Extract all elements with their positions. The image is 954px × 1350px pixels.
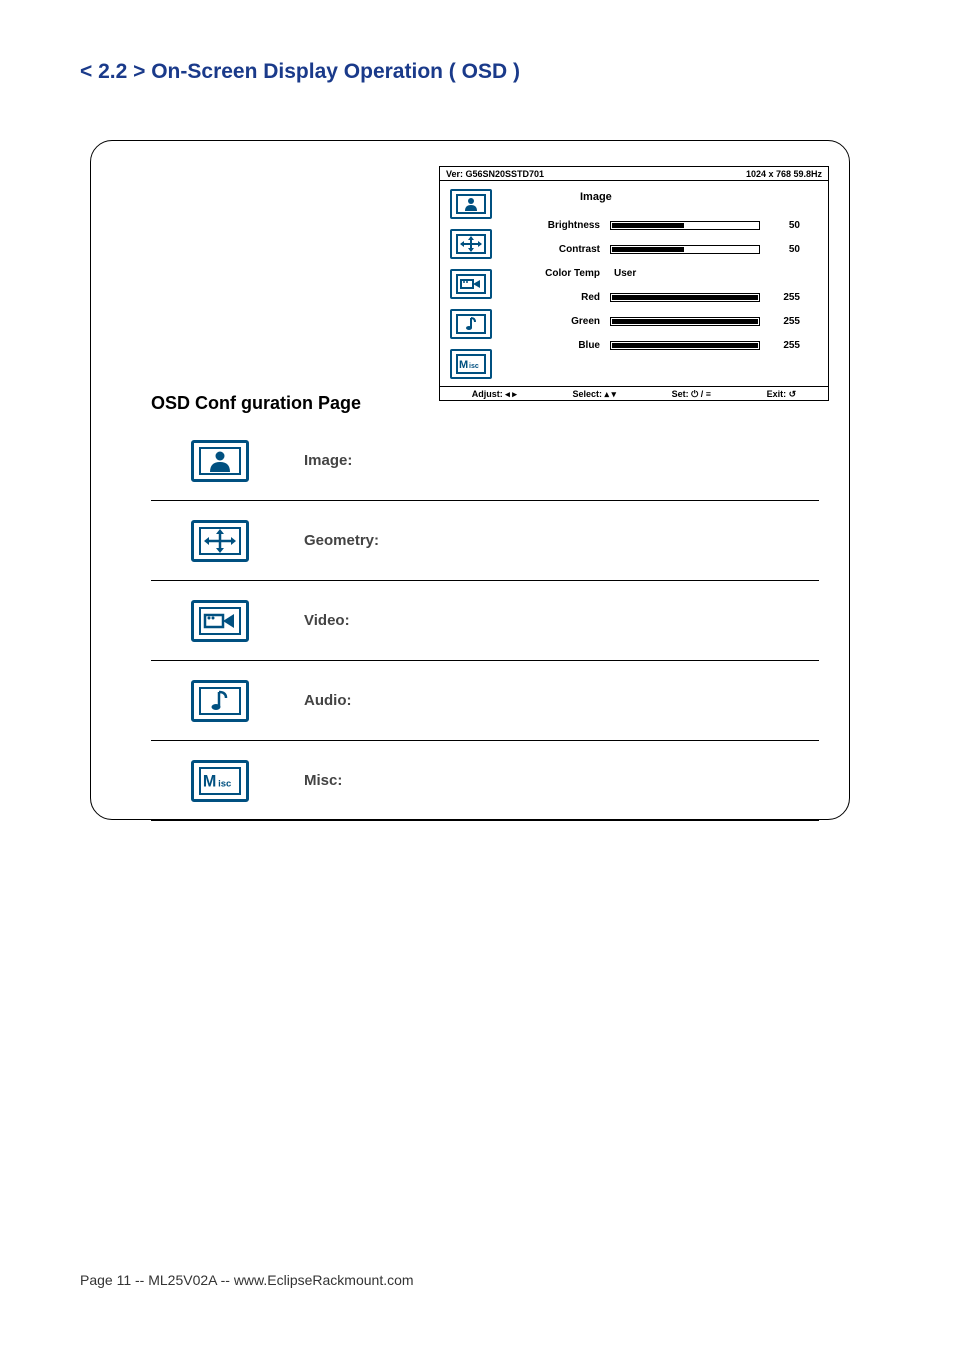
- osd-setting-row: Red 255: [510, 285, 818, 309]
- osd-icon-column: Misc: [450, 189, 500, 389]
- osd-hint-select: Select: ▴ ▾: [572, 387, 616, 400]
- svg-text:M: M: [459, 359, 468, 371]
- osd-body: Image Brightness 50 Contrast 50 Color TempUs…: [510, 185, 818, 382]
- video-icon: [191, 600, 249, 642]
- misc-icon: Misc: [450, 349, 492, 379]
- config-row-video: Video:: [151, 581, 819, 661]
- osd-setting-textvalue: User: [610, 268, 636, 279]
- page-footer: Page 11 -- ML25V02A -- www.EclipseRackmo…: [80, 1272, 414, 1288]
- video-icon: [450, 269, 492, 299]
- osd-setting-value: 50: [760, 244, 800, 255]
- osd-setting-label: Color Temp: [510, 268, 610, 279]
- osd-setting-label: Green: [510, 316, 610, 327]
- osd-slider: [610, 317, 760, 326]
- image-icon: [191, 440, 249, 482]
- config-row-image: Image:: [151, 421, 819, 501]
- osd-setting-label: Contrast: [510, 244, 610, 255]
- osd-setting-label: Red: [510, 292, 610, 303]
- osd-hint-set: Set: ⏻ / ≡: [672, 387, 711, 400]
- osd-setting-row: Contrast 50: [510, 237, 818, 261]
- config-label: Audio:: [304, 692, 351, 709]
- audio-icon: [450, 309, 492, 339]
- osd-slider: [610, 341, 760, 350]
- osd-slider: [610, 293, 760, 302]
- osd-resolution: 1024 x 768 59.8Hz: [746, 167, 822, 181]
- osd-topbar: Ver: G56SN20SSTD701 1024 x 768 59.8Hz: [440, 167, 828, 181]
- osd-hint-exit: Exit: ↺: [767, 387, 797, 400]
- osd-setting-row: Green 255: [510, 309, 818, 333]
- osd-heading: Image: [510, 191, 818, 203]
- audio-icon: [191, 680, 249, 722]
- config-row-misc: Misc Misc:: [151, 741, 819, 821]
- osd-preview: Ver: G56SN20SSTD701 1024 x 768 59.8Hz Mi…: [439, 166, 829, 401]
- osd-version: Ver: G56SN20SSTD701: [446, 167, 544, 181]
- osd-slider: [610, 245, 760, 254]
- osd-setting-row: Color TempUser: [510, 261, 818, 285]
- svg-text:M: M: [203, 772, 216, 790]
- osd-setting-label: Blue: [510, 340, 610, 351]
- osd-setting-value: 255: [760, 340, 800, 351]
- osd-slider: [610, 221, 760, 230]
- config-label: Image:: [304, 452, 352, 469]
- config-title: OSD Conf guration Page: [151, 393, 361, 414]
- config-label: Geometry:: [304, 532, 379, 549]
- osd-setting-value: 255: [760, 292, 800, 303]
- osd-setting-row: Brightness 50: [510, 213, 818, 237]
- config-label: Video:: [304, 612, 350, 629]
- geometry-icon: [450, 229, 492, 259]
- osd-setting-label: Brightness: [510, 220, 610, 231]
- osd-hint-adjust: Adjust: ◂ ▸: [472, 387, 517, 400]
- image-icon: [450, 189, 492, 219]
- svg-text:isc: isc: [218, 778, 231, 789]
- config-label: Misc:: [304, 772, 342, 789]
- config-row-audio: Audio:: [151, 661, 819, 741]
- osd-bottombar: Adjust: ◂ ▸ Select: ▴ ▾ Set: ⏻ / ≡ Exit:…: [440, 386, 828, 400]
- config-row-geometry: Geometry:: [151, 501, 819, 581]
- page-title: < 2.2 > On-Screen Display Operation ( OS…: [80, 60, 520, 84]
- geometry-icon: [191, 520, 249, 562]
- misc-icon: Misc: [191, 760, 249, 802]
- main-panel: Ver: G56SN20SSTD701 1024 x 768 59.8Hz Mi…: [90, 140, 850, 820]
- osd-setting-value: 50: [760, 220, 800, 231]
- osd-setting-value: 255: [760, 316, 800, 327]
- osd-setting-row: Blue 255: [510, 333, 818, 357]
- svg-text:isc: isc: [469, 363, 479, 370]
